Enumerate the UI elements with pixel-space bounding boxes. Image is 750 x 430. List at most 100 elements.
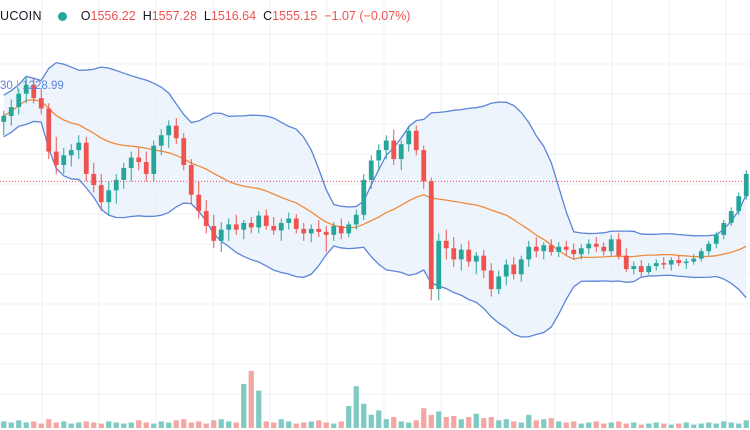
candle-body bbox=[511, 264, 517, 275]
candle bbox=[173, 118, 179, 145]
volume-bar bbox=[226, 421, 232, 428]
volume-bar bbox=[106, 421, 112, 428]
candle-body bbox=[83, 142, 89, 174]
candle-body bbox=[661, 263, 667, 265]
candle-body bbox=[301, 228, 307, 234]
candle-body bbox=[316, 228, 322, 232]
candle bbox=[638, 260, 644, 277]
candle bbox=[271, 217, 277, 235]
candle-body bbox=[706, 243, 712, 252]
candle-body bbox=[293, 218, 299, 229]
candle bbox=[631, 261, 637, 275]
candle bbox=[316, 220, 322, 238]
volume-bar bbox=[391, 417, 397, 428]
candle-body bbox=[646, 266, 652, 273]
candle-body bbox=[488, 270, 494, 290]
candle-body bbox=[46, 108, 52, 152]
candle bbox=[496, 270, 502, 295]
volume-bar bbox=[68, 423, 74, 428]
candle-body bbox=[68, 150, 74, 156]
volume-bar bbox=[263, 421, 269, 428]
candle bbox=[308, 224, 314, 243]
volume-bar bbox=[1, 421, 7, 428]
symbol-name[interactable]: UCOIN bbox=[0, 9, 42, 23]
candle bbox=[488, 263, 494, 297]
volume-bar bbox=[113, 422, 119, 428]
candle-body bbox=[683, 261, 689, 264]
candle-body bbox=[196, 194, 202, 212]
candle-body bbox=[443, 240, 449, 249]
candle bbox=[533, 237, 539, 258]
candle-body bbox=[526, 246, 532, 260]
candle-body bbox=[353, 214, 359, 225]
candle bbox=[158, 129, 164, 156]
candle bbox=[443, 229, 449, 260]
volume-bar bbox=[256, 390, 262, 428]
candle bbox=[436, 233, 442, 301]
volume-bar bbox=[451, 415, 457, 428]
volume-bar bbox=[196, 421, 202, 428]
bollinger-bands bbox=[3, 61, 747, 338]
volume-bar bbox=[331, 423, 337, 428]
bollinger-basis-line bbox=[3, 99, 747, 260]
candle bbox=[398, 140, 404, 171]
volume-bar bbox=[743, 420, 749, 428]
volume-bar bbox=[361, 403, 367, 428]
candle-body bbox=[248, 222, 254, 228]
candle bbox=[646, 263, 652, 275]
volume-bar bbox=[91, 422, 97, 428]
candle bbox=[346, 221, 352, 238]
candle-body bbox=[158, 135, 164, 146]
candle bbox=[278, 218, 284, 241]
volume-bar bbox=[241, 384, 247, 428]
candle bbox=[428, 177, 434, 301]
candle bbox=[293, 214, 299, 234]
candle bbox=[68, 144, 74, 167]
candle bbox=[683, 258, 689, 270]
volume-bar bbox=[608, 422, 614, 428]
volume-bar bbox=[398, 421, 404, 428]
volume-bar bbox=[563, 422, 569, 428]
candlesticks bbox=[1, 77, 749, 301]
candle-body bbox=[481, 255, 487, 271]
volume-bar bbox=[601, 423, 607, 428]
volume-bar bbox=[586, 422, 592, 428]
volume-bar bbox=[706, 422, 712, 428]
candle-body bbox=[376, 150, 382, 161]
candle-body bbox=[166, 125, 172, 136]
volume-bar bbox=[128, 422, 134, 428]
market-status-icon bbox=[57, 11, 67, 21]
volume-bar bbox=[121, 423, 127, 428]
candle bbox=[571, 243, 577, 260]
candle-body bbox=[98, 185, 104, 203]
candle bbox=[8, 99, 14, 126]
candle bbox=[616, 233, 622, 260]
candle-body bbox=[181, 138, 187, 165]
candle-body bbox=[428, 181, 434, 290]
volume-bar bbox=[218, 419, 224, 428]
candle bbox=[106, 181, 112, 215]
candle bbox=[473, 251, 479, 275]
volume-bar bbox=[83, 421, 89, 428]
candle bbox=[181, 133, 187, 171]
volume-bar bbox=[308, 421, 314, 428]
candle bbox=[518, 255, 524, 282]
candle-body bbox=[518, 259, 524, 275]
candle bbox=[548, 239, 554, 256]
volume-bar bbox=[203, 423, 209, 428]
volume-bar bbox=[76, 422, 82, 428]
candle bbox=[61, 147, 67, 174]
volume-bar bbox=[638, 424, 644, 428]
volume-bar bbox=[533, 420, 539, 428]
candle bbox=[1, 110, 7, 136]
candle-body bbox=[721, 222, 727, 235]
candle bbox=[451, 237, 457, 267]
volume-bar bbox=[61, 421, 67, 428]
candle bbox=[413, 125, 419, 156]
candle bbox=[218, 222, 224, 252]
candle bbox=[241, 220, 247, 240]
candle bbox=[698, 248, 704, 262]
volume-bars bbox=[1, 370, 749, 428]
volume-bar bbox=[338, 421, 344, 428]
